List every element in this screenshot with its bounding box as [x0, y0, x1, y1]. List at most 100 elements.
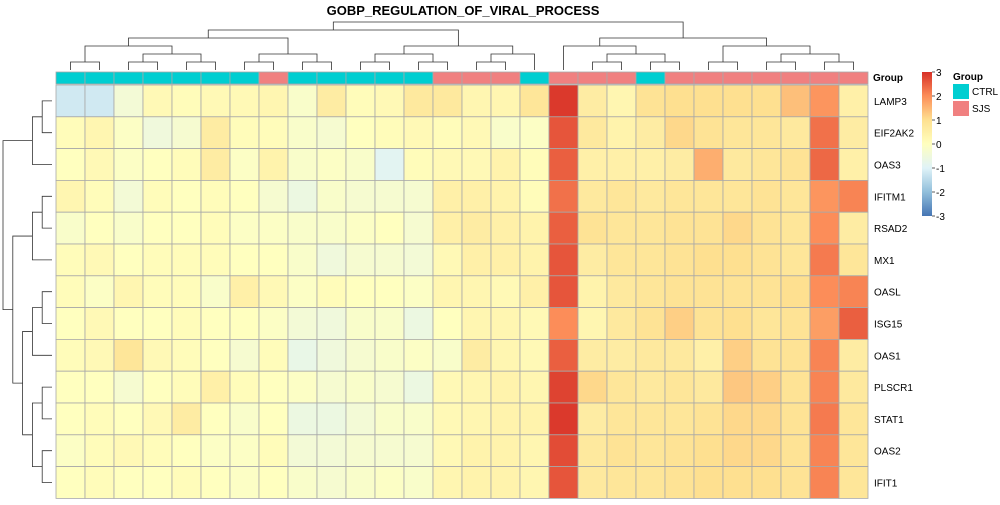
- heatmap-cell: [548, 148, 579, 181]
- heatmap-cell: [84, 179, 115, 213]
- heatmap-cell: [548, 434, 579, 467]
- heatmap-cell: [809, 338, 840, 372]
- heatmap-cell: [113, 466, 144, 499]
- heatmap-cell: [200, 211, 231, 245]
- dendrogram-link: [766, 61, 796, 70]
- heatmap-cell: [113, 434, 144, 467]
- heatmap-cell: [809, 307, 840, 340]
- heatmap-cell: [751, 148, 782, 181]
- heatmap-cell: [664, 466, 695, 499]
- heatmap-cell: [519, 179, 550, 213]
- heatmap-cell: [200, 116, 231, 150]
- heatmap-cell: [200, 275, 231, 308]
- heatmap-cell: [432, 243, 463, 277]
- heatmap-cell: [548, 402, 579, 436]
- heatmap-cell: [577, 307, 608, 340]
- annotation-cell: [693, 71, 724, 85]
- heatmap-cell: [664, 307, 695, 340]
- dendrogram-link: [824, 61, 854, 70]
- heatmap-cell: [55, 179, 86, 213]
- column-dendrogram: [70, 21, 854, 70]
- heatmap-cell: [55, 243, 86, 277]
- dendrogram-link: [41, 100, 52, 134]
- heatmap-cell: [490, 275, 521, 308]
- heatmap-cell: [142, 179, 173, 213]
- heatmap-cell: [490, 116, 521, 150]
- heatmap-cell: [635, 84, 666, 118]
- heatmap-cell: [171, 434, 202, 467]
- heatmap-cell: [113, 243, 144, 277]
- heatmap-cell: [490, 243, 521, 277]
- heatmap-cell: [519, 338, 550, 372]
- heatmap-cell: [171, 307, 202, 340]
- annotation-cell: [432, 71, 463, 85]
- row-label: STAT1: [874, 415, 904, 426]
- annotation-cell: [403, 71, 434, 85]
- heatmap-cell: [751, 243, 782, 277]
- heatmap-cell: [84, 402, 115, 436]
- heatmap-cell: [374, 466, 405, 499]
- heatmap-cell: [258, 275, 289, 308]
- heatmap-cell: [722, 84, 753, 118]
- heatmap-cell: [345, 434, 376, 467]
- heatmap-cell: [722, 148, 753, 181]
- heatmap-cell: [229, 434, 260, 467]
- heatmap-cell: [200, 370, 231, 404]
- dendrogram-link: [403, 45, 514, 54]
- heatmap-cell: [200, 402, 231, 436]
- heatmap-cell: [809, 211, 840, 245]
- group-legend-swatch: [953, 84, 969, 99]
- heatmap-cell: [287, 370, 318, 404]
- heatmap-cell: [171, 402, 202, 436]
- heatmap-cell: [432, 338, 463, 372]
- heatmap-cell: [55, 275, 86, 308]
- heatmap-cell: [606, 307, 637, 340]
- heatmap-cell: [606, 211, 637, 245]
- heatmap-cell: [838, 434, 869, 467]
- heatmap-cell: [461, 211, 492, 245]
- heatmap-cell: [751, 434, 782, 467]
- heatmap-cell: [461, 402, 492, 436]
- row-label: OAS2: [874, 447, 901, 458]
- heatmap-cell: [461, 116, 492, 150]
- heatmap-cell: [751, 116, 782, 150]
- heatmap-cell: [635, 243, 666, 277]
- heatmap-cell: [548, 179, 579, 213]
- annotation-cell: [316, 71, 347, 85]
- scale-tick-label: 1: [936, 116, 942, 127]
- heatmap-cell: [461, 434, 492, 467]
- group-legend-label: CTRL: [972, 87, 999, 98]
- heatmap-cell: [84, 275, 115, 308]
- heatmap-cell: [780, 84, 811, 118]
- heatmap-cell: [635, 211, 666, 245]
- heatmap-cell: [577, 179, 608, 213]
- heatmap-cell: [548, 243, 579, 277]
- heatmap-cell: [838, 338, 869, 372]
- heatmap-cell: [432, 148, 463, 181]
- heatmap-cell: [345, 402, 376, 436]
- heatmap-cell: [432, 307, 463, 340]
- heatmap-cell: [258, 211, 289, 245]
- dendrogram-link: [650, 61, 680, 70]
- heatmap-cell: [780, 338, 811, 372]
- heatmap-cell: [490, 211, 521, 245]
- annotation-cell: [113, 71, 144, 85]
- heatmap-cell: [780, 466, 811, 499]
- heatmap-cell: [432, 370, 463, 404]
- heatmap-cell: [84, 466, 115, 499]
- heatmap-cell: [490, 402, 521, 436]
- annotation-cell: [142, 71, 173, 85]
- heatmap-cell: [258, 179, 289, 213]
- dendrogram-link: [186, 61, 216, 70]
- heatmap-cell: [142, 307, 173, 340]
- heatmap-cell: [287, 338, 318, 372]
- heatmap-cell: [84, 84, 115, 118]
- heatmap-cell: [809, 370, 840, 404]
- heatmap-cell: [664, 338, 695, 372]
- dendrogram-link: [563, 45, 637, 70]
- heatmap-cell: [55, 148, 86, 181]
- heatmap-cell: [722, 243, 753, 277]
- heatmap-cell: [519, 84, 550, 118]
- heatmap-cell: [606, 370, 637, 404]
- heatmap-cell: [519, 370, 550, 404]
